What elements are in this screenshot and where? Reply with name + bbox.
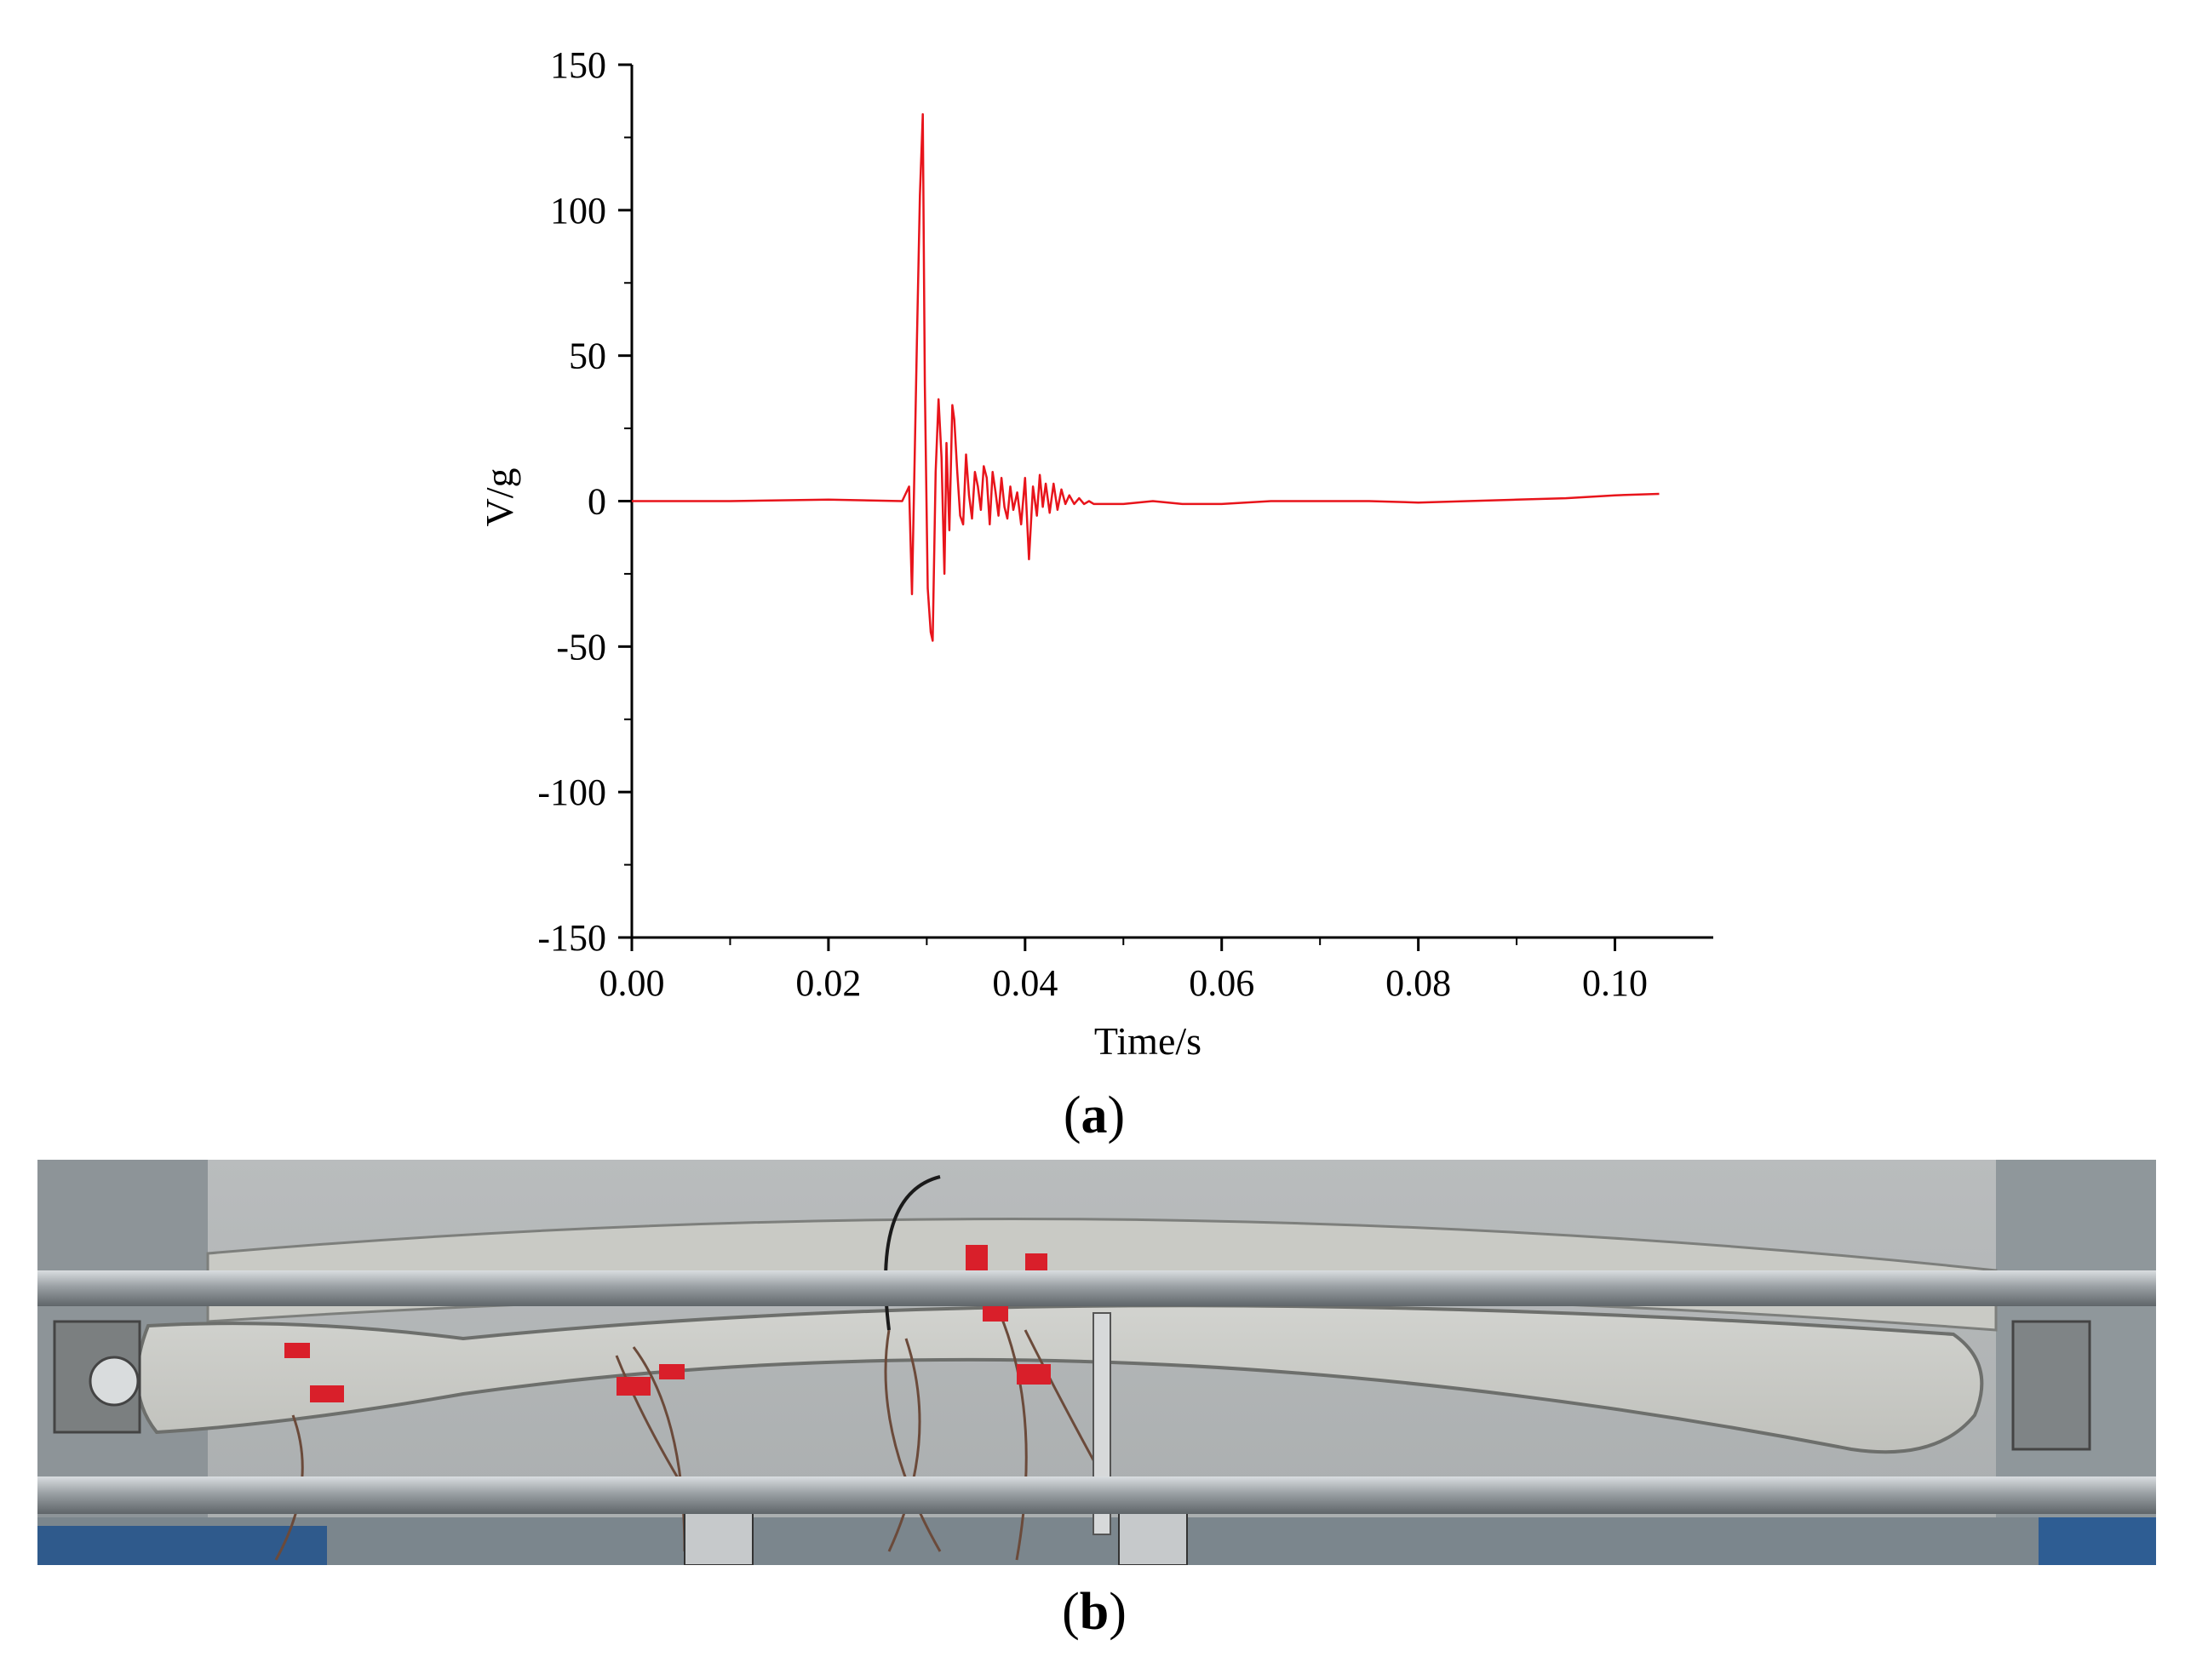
- chart-axes: [618, 63, 1713, 951]
- y-tick-label: 100: [550, 190, 606, 232]
- panel-b-open: (: [1062, 1583, 1080, 1641]
- series-group: [632, 112, 1660, 642]
- y-tick-label: 50: [569, 335, 606, 377]
- panel-a-close: ): [1107, 1087, 1126, 1144]
- x-tick-label: 0.02: [795, 962, 861, 1004]
- y-tick-labels: 150 100 50 0 -50 -100 -150: [537, 44, 606, 959]
- y-tick-label: 150: [550, 44, 606, 86]
- panel-b-label: (b): [1009, 1582, 1179, 1643]
- x-tick-label: 0.10: [1582, 962, 1648, 1004]
- series-line: [632, 112, 1660, 642]
- lower-steel-tube: [37, 1476, 2156, 1514]
- panel-b-close: ): [1109, 1583, 1127, 1641]
- panel-a-letter: a: [1081, 1087, 1108, 1144]
- x-tick-label: 0.06: [1189, 962, 1254, 1004]
- line-chart: 0.00 0.02 0.04 0.06 0.08 0.10 150 100 50 0 -50 -10…: [478, 44, 1713, 1063]
- x-tick-label: 0.00: [599, 962, 665, 1004]
- y-tick-label: 0: [588, 481, 606, 523]
- x-tick-label: 0.08: [1385, 962, 1451, 1004]
- y-tick-label: -100: [537, 771, 606, 813]
- x-axis-title: Time/s: [1094, 1019, 1201, 1063]
- y-tick-label: -50: [556, 626, 606, 668]
- panel-b-letter: b: [1079, 1583, 1110, 1641]
- x-tick-label: 0.04: [992, 962, 1058, 1004]
- y-tick-label: -150: [537, 917, 606, 959]
- x-tick-labels: 0.00 0.02 0.04 0.06 0.08 0.10: [599, 962, 1649, 1004]
- y-axis-title: V/g: [478, 468, 521, 527]
- arch-beam: [135, 1304, 1984, 1454]
- beam-test-photo: [37, 1160, 2156, 1565]
- upper-steel-tube: [37, 1270, 2156, 1306]
- panel-a-open: (: [1063, 1087, 1081, 1144]
- panel-a-label: (a): [1009, 1086, 1179, 1146]
